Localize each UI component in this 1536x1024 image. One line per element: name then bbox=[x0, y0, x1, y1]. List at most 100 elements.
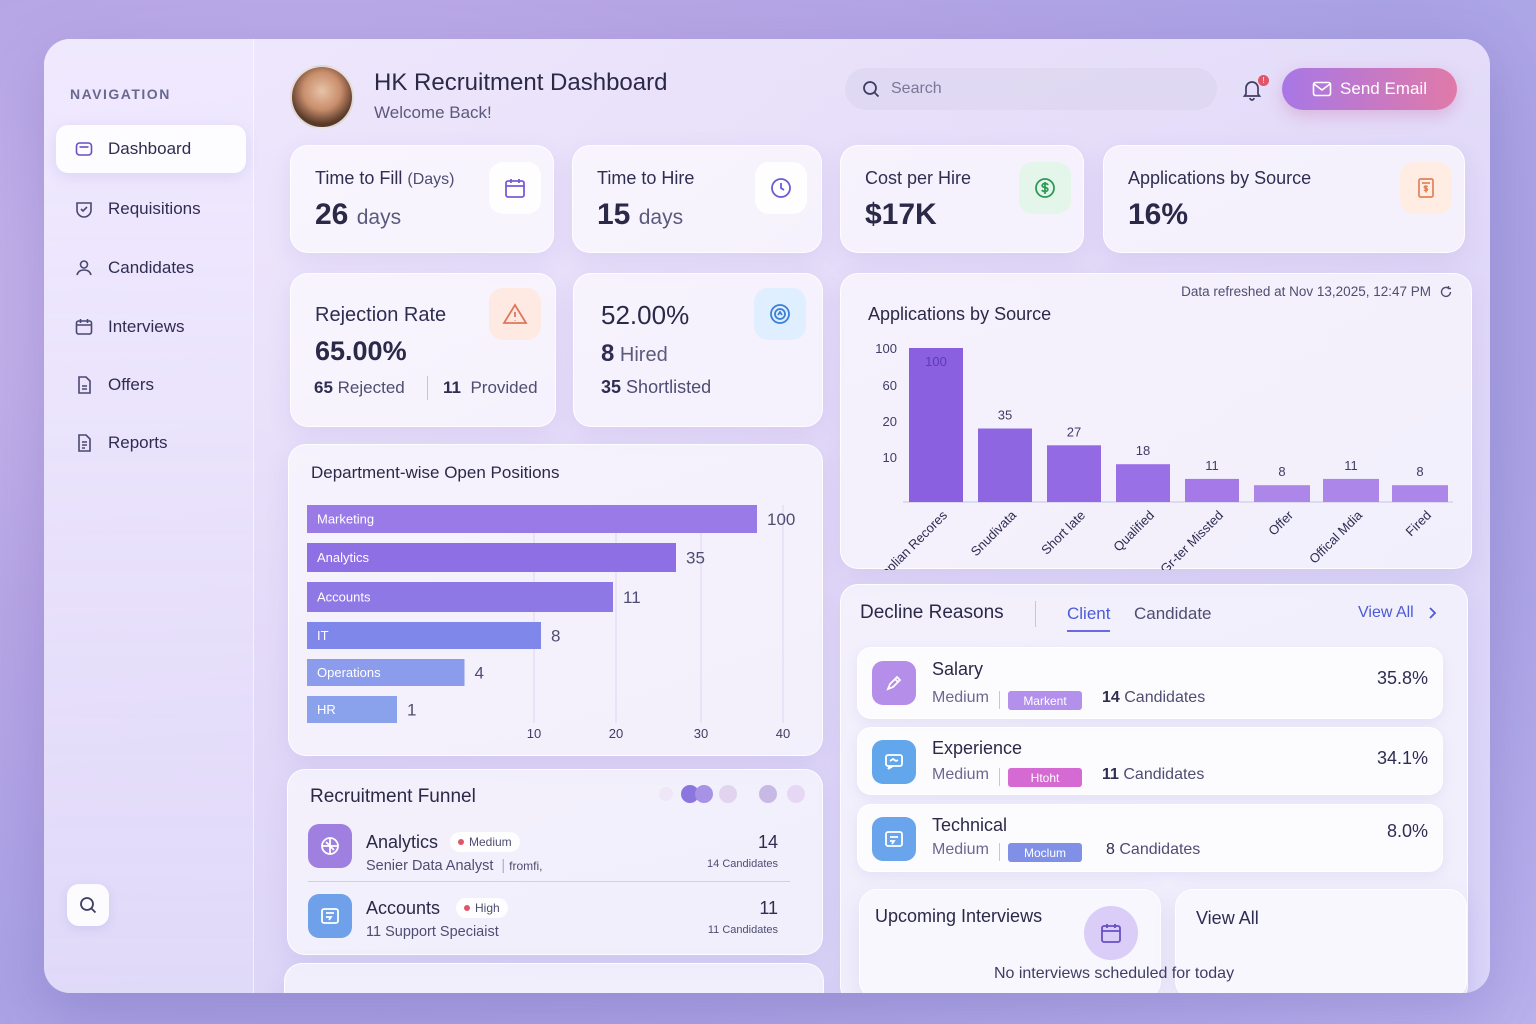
applications-source-chart-card: Data refreshed at Nov 13,2025, 12:47 PM … bbox=[840, 273, 1472, 570]
funnel-count: 14 bbox=[757, 832, 778, 852]
user-icon bbox=[74, 258, 94, 278]
bar-value-label: 100 bbox=[925, 354, 947, 369]
kpi-label: Applications by Source bbox=[1128, 168, 1312, 188]
decline-view-all-link[interactable]: View All bbox=[1358, 604, 1440, 622]
bar-value-label: 35 bbox=[686, 549, 705, 568]
funnel-note: fromfi, bbox=[509, 859, 543, 873]
sidebar: NAVIGATION Dashboard Requisitions Candid… bbox=[44, 39, 254, 993]
kpi-value: $17K bbox=[865, 198, 937, 231]
funnel-decoration-dots bbox=[659, 785, 805, 803]
analytics-icon bbox=[308, 824, 352, 868]
bar bbox=[307, 543, 676, 572]
reason-tag: Htoht bbox=[1008, 768, 1082, 787]
sidebar-item-label: Offers bbox=[108, 375, 154, 394]
funnel-role: 11 Support Speciaist bbox=[366, 924, 499, 940]
kpi-label: Cost per Hire bbox=[865, 168, 972, 188]
bar-category-label: Analytics bbox=[317, 550, 370, 565]
sidebar-item-requisitions[interactable]: Requisitions bbox=[56, 185, 246, 233]
send-email-button[interactable]: Send Email bbox=[1282, 68, 1457, 110]
bar bbox=[1323, 478, 1379, 502]
bar bbox=[1254, 485, 1310, 502]
bar-value-label: 18 bbox=[1136, 443, 1150, 458]
search-bar[interactable] bbox=[845, 68, 1217, 110]
page-title: HK Recruitment Dashboard bbox=[374, 69, 668, 96]
divider bbox=[999, 768, 1000, 786]
sidebar-item-offers[interactable]: Offers bbox=[56, 361, 246, 409]
send-email-label: Send Email bbox=[1340, 79, 1427, 98]
bar-value-label: 11 bbox=[1344, 458, 1358, 473]
bar-value-label: 8 bbox=[1278, 464, 1285, 479]
hired-stat: 8 Hired bbox=[601, 340, 668, 367]
calendar-icon bbox=[74, 317, 94, 337]
decline-reason-technical[interactable]: Technical Medium Moclum 8 Candidates 8.0… bbox=[857, 804, 1443, 872]
tab-client[interactable]: Client bbox=[1067, 604, 1111, 632]
funnel-row[interactable]: Accounts High 11 Support Speciaist 11 11… bbox=[308, 892, 790, 948]
reason-tag: Markent bbox=[1008, 691, 1082, 710]
x-tick-label: Snudivata bbox=[968, 507, 1020, 559]
bar bbox=[909, 348, 963, 502]
sidebar-item-interviews[interactable]: Interviews bbox=[56, 303, 246, 351]
sidebar-search-button[interactable] bbox=[67, 884, 109, 926]
interviews-view-all[interactable]: View All bbox=[1196, 908, 1259, 928]
funnel-dept: Analytics bbox=[366, 832, 439, 852]
refresh-status: Data refreshed at Nov 13,2025, 12:47 PM bbox=[1181, 284, 1453, 299]
sidebar-item-label: Candidates bbox=[108, 258, 195, 277]
sidebar-item-dashboard[interactable]: Dashboard bbox=[56, 125, 246, 173]
kpi-label: Rejection Rate bbox=[315, 304, 447, 326]
interviews-view-all-card[interactable]: View All bbox=[1175, 889, 1467, 993]
refresh-icon[interactable] bbox=[1439, 285, 1453, 299]
reason-tag: Moclum bbox=[1008, 843, 1082, 862]
kpi-label: Time to Fill bbox=[315, 168, 403, 188]
bar bbox=[307, 696, 397, 723]
warning-icon bbox=[489, 288, 541, 340]
code-icon bbox=[872, 817, 916, 861]
reason-level: Medium bbox=[932, 841, 989, 858]
bar bbox=[307, 582, 613, 612]
next-card-peek bbox=[284, 963, 824, 993]
mail-icon bbox=[1312, 81, 1332, 97]
divider bbox=[999, 843, 1000, 861]
notification-badge: ! bbox=[1258, 75, 1269, 86]
reason-percent: 34.1% bbox=[1376, 748, 1428, 768]
report-icon bbox=[74, 433, 94, 453]
kpi-value: 65.00% bbox=[315, 336, 407, 366]
priority-badge: High bbox=[456, 898, 508, 918]
dashboard-icon bbox=[74, 139, 94, 159]
decline-reason-experience[interactable]: Experience Medium Htoht 11 Candidates 34… bbox=[857, 727, 1443, 795]
avatar[interactable] bbox=[290, 65, 354, 129]
sidebar-item-candidates[interactable]: Candidates bbox=[56, 244, 246, 292]
priority-badge: Medium bbox=[450, 832, 520, 852]
x-tick-label: Applian Recores bbox=[872, 507, 950, 570]
bar bbox=[978, 428, 1032, 502]
decline-reason-salary[interactable]: Salary Medium Markent 14 Candidates 35.8… bbox=[857, 647, 1443, 719]
y-tick-label: 100 bbox=[875, 341, 897, 356]
bar-value-label: 11 bbox=[1205, 458, 1219, 473]
kpi-value: 26 bbox=[315, 198, 349, 231]
dollar-icon bbox=[1019, 162, 1071, 214]
sidebar-item-label: Requisitions bbox=[108, 199, 201, 218]
reason-name: Experience bbox=[932, 738, 1023, 758]
reason-name: Salary bbox=[932, 659, 984, 679]
bar-category-label: Operations bbox=[317, 665, 381, 680]
sidebar-item-reports[interactable]: Reports bbox=[56, 419, 246, 467]
divider bbox=[427, 376, 428, 400]
bar-value-label: 4 bbox=[475, 664, 484, 683]
bar bbox=[307, 505, 757, 533]
tab-candidate[interactable]: Candidate bbox=[1134, 604, 1212, 623]
bar bbox=[307, 622, 541, 649]
target-icon bbox=[754, 288, 806, 340]
bar bbox=[1116, 464, 1170, 502]
bar-category-label: IT bbox=[317, 628, 329, 643]
department-chart-card: Department-wise Open Positions 10 20 30 40 M… bbox=[288, 444, 823, 756]
x-tick-label: 30 bbox=[694, 726, 708, 741]
calendar-icon bbox=[1084, 906, 1138, 960]
kpi-qualifier: (Days) bbox=[407, 171, 455, 188]
bell-icon[interactable] bbox=[1240, 77, 1264, 101]
reason-level: Medium bbox=[932, 766, 989, 783]
bar bbox=[307, 659, 465, 686]
sidebar-item-label: Reports bbox=[108, 433, 168, 452]
calendar-icon bbox=[489, 162, 541, 214]
funnel-row[interactable]: Analytics Medium Senier Data Analyst | fr… bbox=[308, 822, 790, 882]
chart-title: Department-wise Open Positions bbox=[311, 463, 560, 482]
search-input[interactable] bbox=[891, 80, 1191, 98]
